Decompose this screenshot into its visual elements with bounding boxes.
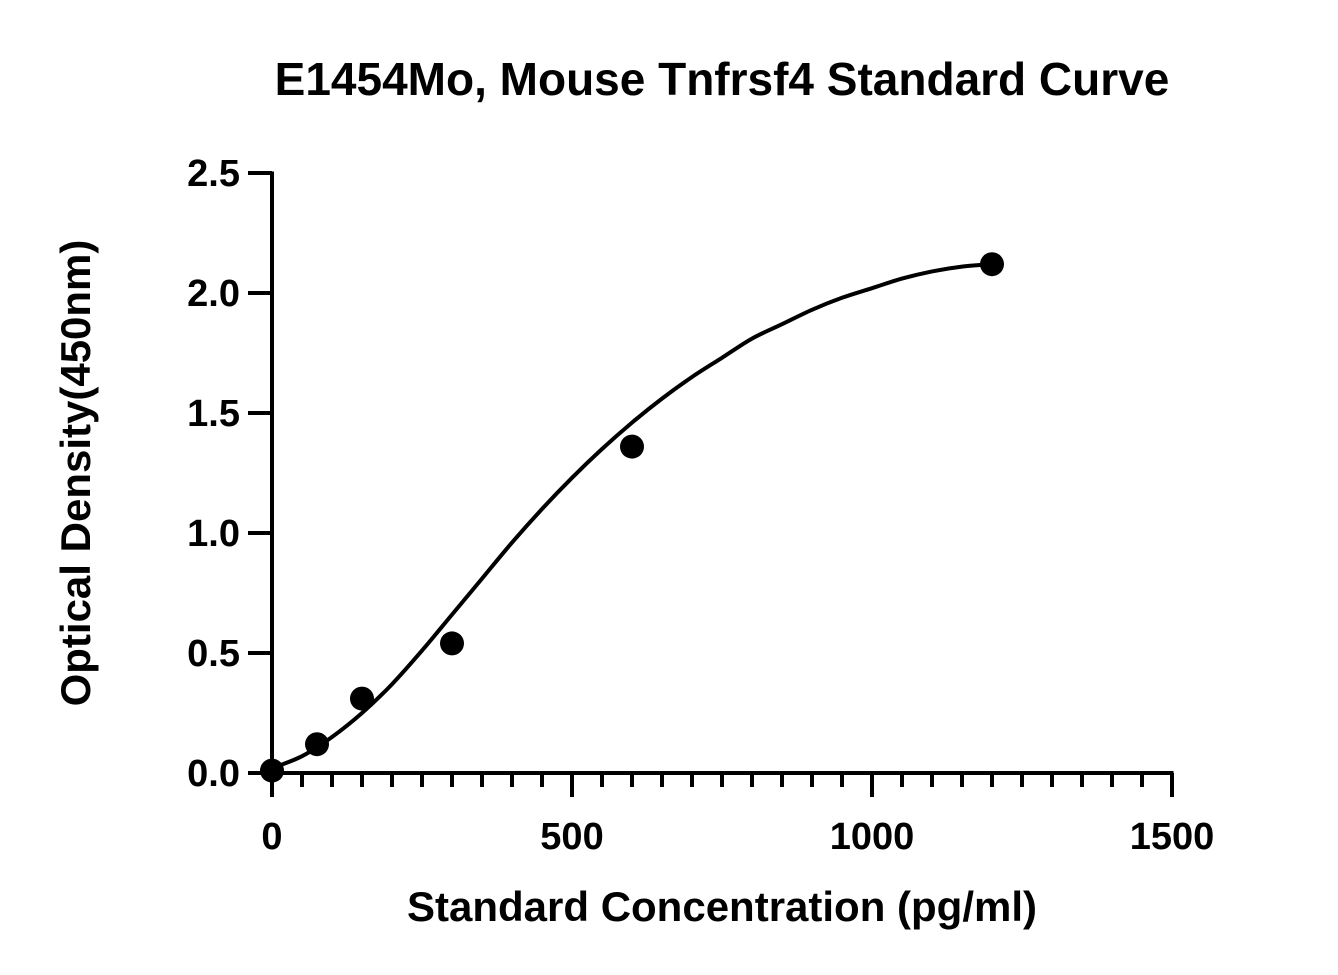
- data-point: [260, 758, 284, 783]
- fit-curve-layer: [271, 262, 993, 771]
- y-tick-label: 2.0: [187, 273, 240, 315]
- y-tick-label: 2.5: [187, 153, 240, 195]
- data-point: [440, 631, 464, 656]
- data-point: [620, 434, 644, 459]
- x-tick-label: 500: [540, 816, 603, 858]
- fit-curve: [271, 262, 993, 771]
- chart-title: E1454Mo, Mouse Tnfrsf4 Standard Curve: [275, 53, 1170, 105]
- x-axis-label: Standard Concentration (pg/ml): [407, 883, 1037, 930]
- data-point: [980, 252, 1004, 277]
- data-points: [260, 252, 1004, 783]
- data-point: [350, 686, 374, 711]
- x-tick-label: 1000: [830, 816, 915, 858]
- y-tick-label: 1.0: [187, 513, 240, 555]
- y-tick-label: 0.5: [187, 633, 240, 675]
- y-axis-label: Optical Density(450nm): [52, 240, 99, 707]
- data-point: [305, 732, 329, 757]
- x-tick-label: 1500: [1130, 816, 1215, 858]
- axes: 0.0 0.5 1.0 1.5 2.0 2.5 0 500 1000 1500: [187, 153, 1214, 858]
- y-tick-label: 0.0: [187, 753, 240, 795]
- x-tick-label: 0: [261, 816, 282, 858]
- y-tick-label: 1.5: [187, 393, 240, 435]
